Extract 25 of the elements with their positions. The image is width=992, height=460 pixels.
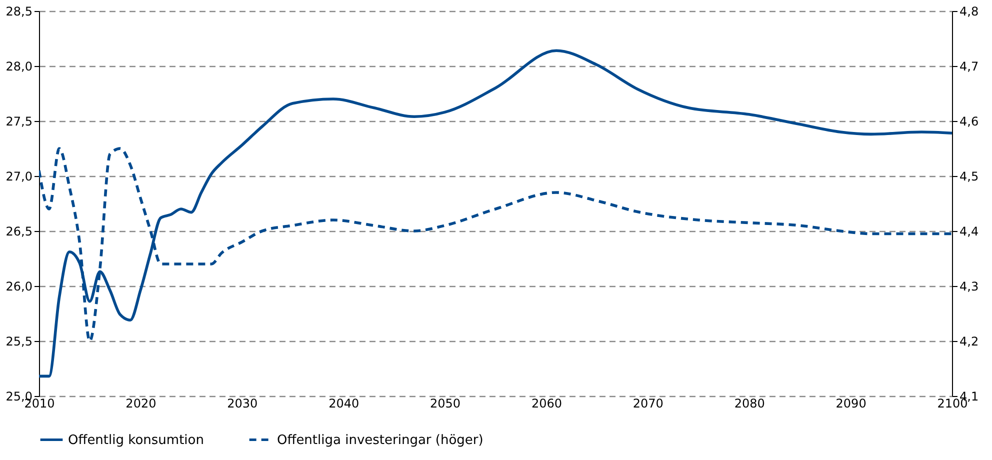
x-tick-label: 2040 xyxy=(328,396,360,410)
y2-tick-label: 4,5 xyxy=(960,170,979,184)
y2-tick-label: 4,4 xyxy=(960,224,979,238)
y-tick-label: 26,0 xyxy=(6,280,32,294)
x-tick-label: 2060 xyxy=(531,396,562,410)
y-tick-label: 28,0 xyxy=(6,60,32,74)
y-tick-label: 28,5 xyxy=(6,4,32,18)
x-tick-label: 2050 xyxy=(430,396,461,410)
line-series xyxy=(39,49,952,378)
y-tick-label: 27,0 xyxy=(6,170,32,184)
legend-label: Offentlig konsumtion xyxy=(68,432,204,448)
x-tick-label: 2090 xyxy=(836,396,866,410)
x-tick-label: 2080 xyxy=(734,396,765,410)
legend-label: Offentliga investeringar (höger) xyxy=(277,432,484,448)
y-tick-label: 27,5 xyxy=(6,114,32,128)
y-tick-label: 26,5 xyxy=(6,224,32,238)
y2-tick-label: 4,6 xyxy=(960,114,979,128)
x-tick-label: 2020 xyxy=(126,396,156,410)
y2-tick-label: 4,2 xyxy=(960,334,979,348)
x-tick-label: 2070 xyxy=(632,396,664,410)
x-tick-label: 2030 xyxy=(227,396,258,410)
y2-tick-label: 4,7 xyxy=(960,60,979,74)
y2-tick-label: 4,8 xyxy=(960,4,979,18)
y-tick-label: 25,5 xyxy=(6,334,32,348)
y2-tick-label: 4,3 xyxy=(960,280,979,294)
